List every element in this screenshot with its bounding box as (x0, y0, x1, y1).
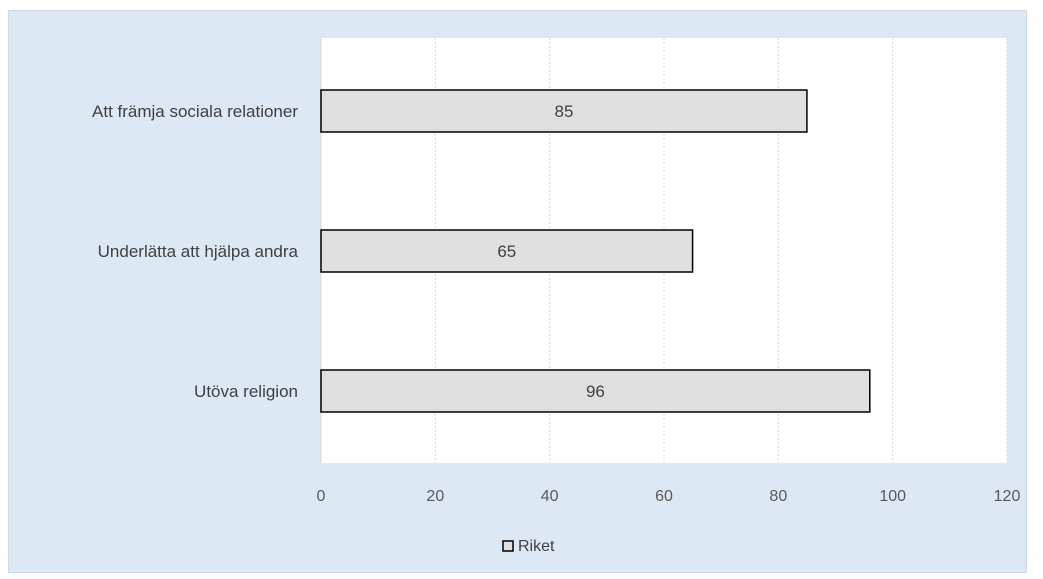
bar (320, 89, 808, 133)
x-tick-label: 120 (994, 488, 1021, 505)
category-label: Att främja sociala relationer (92, 102, 298, 121)
x-tick-label: 100 (879, 488, 906, 505)
x-tick-label: 80 (769, 488, 787, 505)
data-label: 85 (554, 102, 573, 121)
bar (320, 369, 871, 413)
data-label: 96 (586, 382, 605, 401)
data-label: 65 (497, 242, 516, 261)
x-tick-label: 40 (541, 488, 559, 505)
category-label: Utöva religion (194, 382, 298, 401)
legend-swatch (502, 540, 514, 552)
x-tick-label: 20 (426, 488, 444, 505)
bar (320, 229, 694, 273)
category-label: Underlätta att hjälpa andra (98, 242, 299, 261)
x-tick-label: 60 (655, 488, 673, 505)
x-tick-label: 0 (317, 488, 326, 505)
legend-label: Riket (518, 538, 555, 555)
